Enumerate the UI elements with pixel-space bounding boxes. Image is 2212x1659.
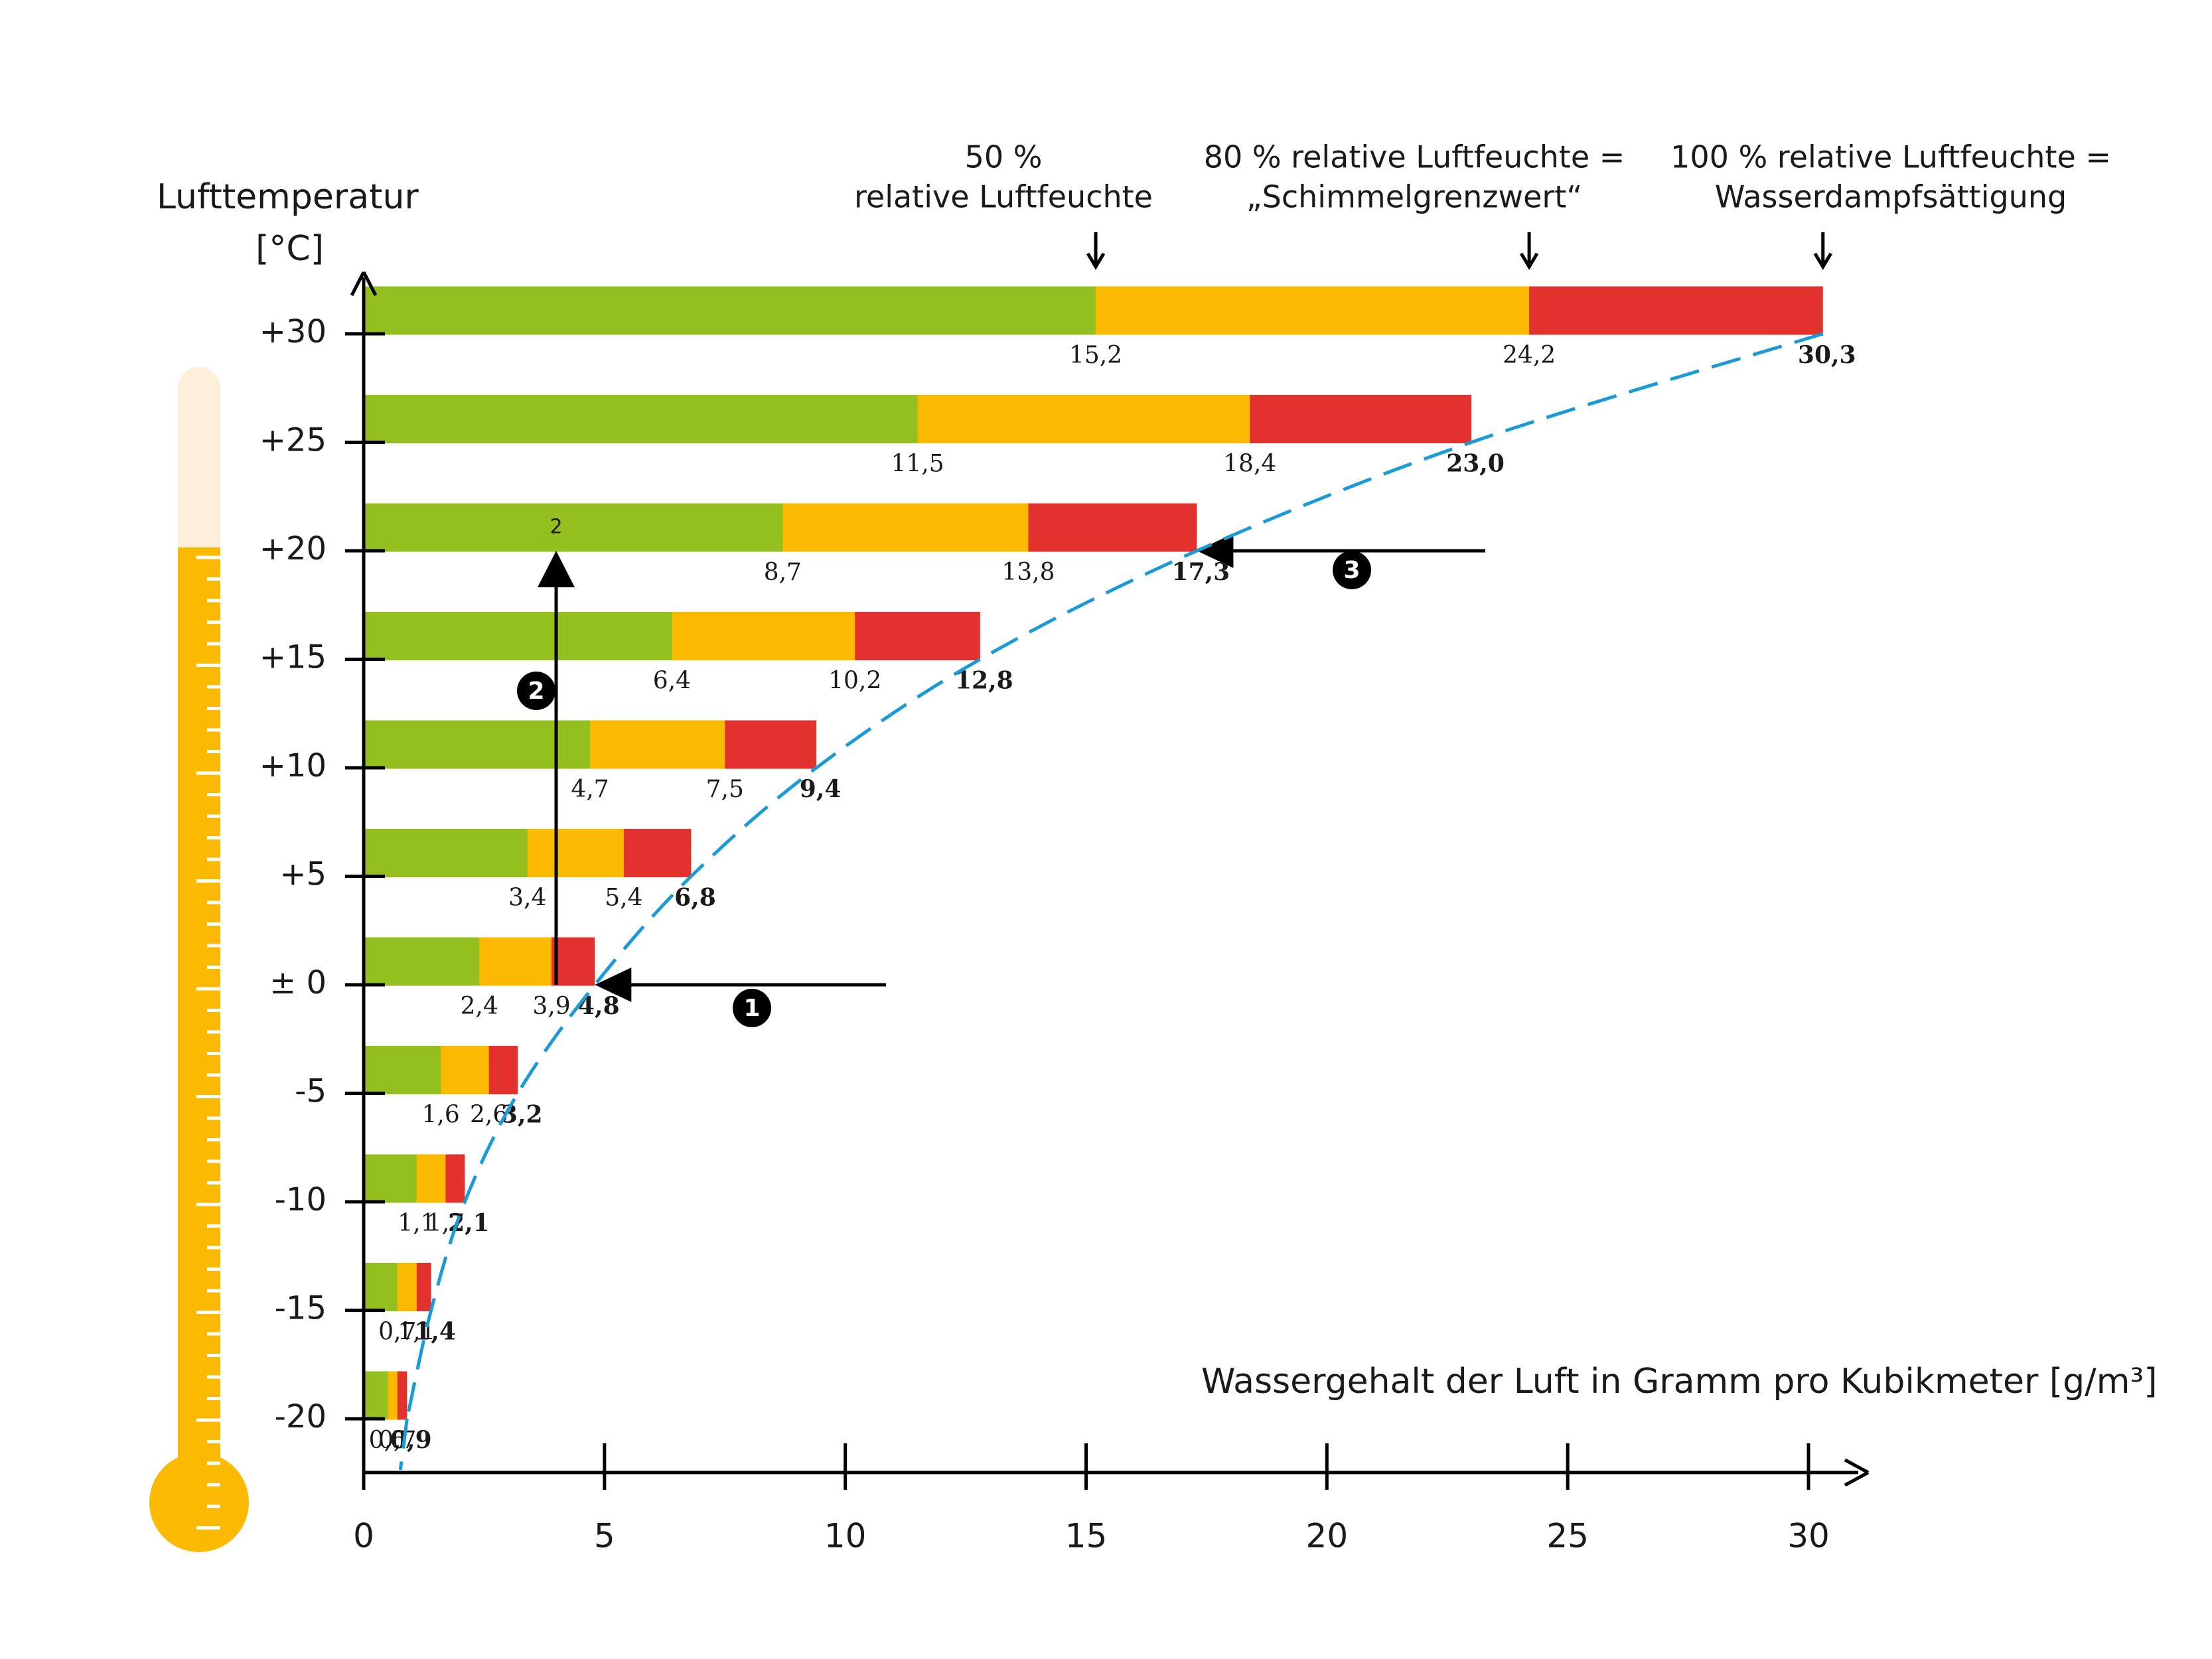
y-tick-label: -20	[275, 1398, 327, 1435]
bar	[364, 503, 783, 552]
x-title: Wassergehalt der Luft in Gramm pro Kubik…	[1201, 1362, 2158, 1402]
header-arrow	[1086, 232, 1106, 270]
value-label: 9,4	[800, 775, 842, 803]
y-title: Lufttemperatur	[157, 177, 419, 217]
y-tick-label: +10	[259, 747, 327, 784]
step-number: 2	[528, 678, 544, 705]
bar	[364, 1046, 441, 1094]
step-marker	[517, 672, 555, 710]
series-name: Wasserdampfsättigung	[1715, 179, 2067, 215]
value-label: 0,7	[378, 1427, 416, 1454]
x-tick-label: 25	[1546, 1517, 1589, 1555]
arrow-head	[538, 551, 575, 587]
thermometer-bulb	[149, 1453, 249, 1552]
value-label: 11,5	[891, 451, 944, 478]
series-name: 80 % relative Luftfeuchte =	[1204, 139, 1625, 175]
bars	[364, 286, 1823, 1420]
value-label: 30,3	[1798, 341, 1856, 369]
bar	[364, 937, 480, 986]
header-arrow	[1519, 232, 1539, 270]
step-marker	[733, 989, 771, 1027]
series-name: „Schimmelgrenzwert“	[1246, 179, 1582, 215]
x-tick-label: 30	[1787, 1517, 1830, 1555]
value-label: 1,6	[421, 1102, 459, 1129]
x-tick-label: 10	[824, 1517, 867, 1555]
bar	[364, 286, 1096, 335]
value-label: 1,1	[398, 1210, 435, 1237]
y-tick-label: -15	[275, 1290, 327, 1327]
step-number: 3	[1343, 557, 1360, 584]
value-label: 3,2	[501, 1101, 543, 1129]
y-tick-label: +5	[279, 856, 327, 893]
arrow-head	[595, 968, 632, 1002]
x-tick-label: 5	[594, 1517, 615, 1555]
annotation: 2	[550, 516, 562, 539]
bar	[364, 1371, 388, 1420]
bar	[364, 1263, 398, 1311]
thermometer-ticks	[196, 555, 220, 1530]
y-axis-arrow	[350, 271, 378, 297]
x-tick-label: 0	[353, 1517, 374, 1555]
value-label: 0,5	[369, 1427, 407, 1454]
value-label: 18,4	[1223, 451, 1276, 478]
value-label: 10,2	[828, 668, 881, 695]
y-tick-label: -5	[295, 1073, 327, 1110]
value-label: 23,0	[1446, 450, 1505, 478]
value-label: 12,8	[955, 667, 1013, 695]
series-name: relative Luftfeuchte	[854, 179, 1153, 215]
value-label: 3,4	[508, 885, 546, 912]
saturation-curve	[405, 332, 1824, 1419]
value-label: 2,4	[461, 993, 498, 1020]
value-label: 3,9	[532, 993, 570, 1020]
y-title: [°C]	[256, 229, 324, 269]
x-tick-label: 20	[1306, 1517, 1349, 1555]
value-label: 8,7	[764, 559, 802, 586]
y-tick-label: -10	[275, 1181, 327, 1218]
value-label: 7,5	[706, 776, 744, 803]
y-tick-label: +25	[259, 422, 327, 459]
bar	[364, 395, 918, 443]
value-label: 15,2	[1069, 342, 1122, 369]
value-label: 24,2	[1503, 342, 1556, 369]
value-label: 17,3	[1172, 558, 1230, 586]
bar	[364, 612, 672, 660]
value-label: 1,4	[414, 1318, 456, 1346]
y-tick-label: +30	[259, 313, 327, 350]
y-tick-label: ± 0	[269, 964, 327, 1001]
saturation-curve-extension	[398, 1418, 409, 1471]
value-label: 4,7	[571, 776, 609, 803]
value-label: 5,4	[605, 885, 642, 912]
value-label: 13,8	[1001, 559, 1055, 586]
header-arrow	[1813, 232, 1832, 270]
value-label: 6,8	[674, 884, 716, 912]
y-tick-label: +20	[259, 530, 327, 567]
arrow-head	[1197, 534, 1234, 568]
annotations: 2 1 2 3	[517, 516, 1485, 1027]
bar	[364, 1154, 417, 1203]
step-marker	[1333, 551, 1371, 589]
bar	[364, 829, 528, 877]
value-label: 6,4	[653, 668, 691, 695]
x-tick-label: 15	[1065, 1517, 1108, 1555]
thermometer	[149, 367, 249, 1552]
bar	[364, 720, 591, 769]
step-number: 1	[743, 995, 760, 1022]
value-label: 0,9	[390, 1426, 432, 1454]
thermometer-top	[178, 367, 220, 566]
thermometer-tube	[178, 547, 220, 1503]
series-name: 50 %	[965, 139, 1043, 175]
series-name: 100 % relative Luftfeuchte =	[1670, 139, 2111, 175]
value-label: 0,7	[378, 1319, 416, 1346]
y-tick-label: +15	[259, 639, 327, 676]
x-axis-arrow	[1844, 1458, 1870, 1487]
